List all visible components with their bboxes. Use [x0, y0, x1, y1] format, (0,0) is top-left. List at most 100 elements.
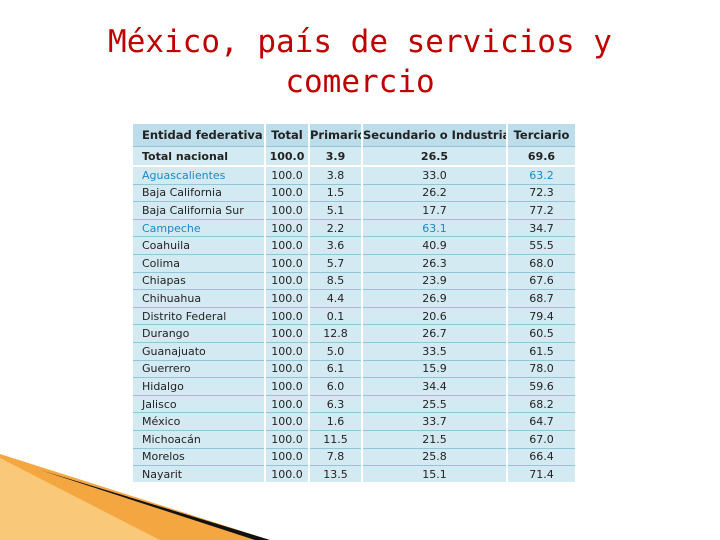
table-row: Aguascalientes 100.0 3.8 33.0 63.2 — [133, 166, 575, 185]
state-name-cell: Guerrero — [133, 360, 266, 379]
value-cell: 4.4 — [309, 289, 363, 308]
value-cell: 67.0 — [507, 430, 575, 449]
value-cell: 20.6 — [362, 307, 508, 326]
state-name-cell: Jalisco — [133, 395, 266, 414]
value-cell: 72.3 — [507, 184, 575, 203]
header-total: Total — [265, 124, 310, 147]
state-name-cell: México — [133, 412, 266, 431]
slide-title: México, país de servicios y comercio — [0, 22, 720, 102]
value-cell: 100.0 — [265, 465, 310, 482]
state-name-cell: Coahuila — [133, 236, 266, 255]
value-cell: 66.4 — [507, 448, 575, 467]
header-primario: Primario — [309, 124, 363, 147]
table-row: Hidalgo 100.0 6.0 34.4 59.6 — [133, 377, 575, 396]
value-cell: 6.3 — [309, 395, 363, 414]
value-cell: 25.5 — [362, 395, 508, 414]
table-row: Jalisco 100.0 6.3 25.5 68.2 — [133, 395, 575, 414]
value-cell: 11.5 — [309, 430, 363, 449]
value-cell: 71.4 — [507, 465, 575, 482]
value-cell: 15.1 — [362, 465, 508, 482]
economic-sectors-table: Entidad federativa Total Primario Secund… — [133, 124, 575, 482]
value-cell: 26.3 — [362, 254, 508, 273]
value-cell: 5.1 — [309, 201, 363, 220]
table-header-row: Entidad federativa Total Primario Secund… — [133, 124, 575, 147]
header-terciario: Terciario — [507, 124, 575, 147]
slide-title-line-1: México, país de servicios y — [108, 24, 612, 60]
state-name-cell: Hidalgo — [133, 377, 266, 396]
value-cell: 33.5 — [362, 342, 508, 361]
state-name-cell: Guanajuato — [133, 342, 266, 361]
value-cell: 64.7 — [507, 412, 575, 431]
value-cell: 100.0 — [265, 272, 310, 291]
value-cell: 100.0 — [265, 289, 310, 308]
value-cell: 100.0 — [265, 184, 310, 203]
header-secundario: Secundario o Industrial — [362, 124, 508, 147]
value-cell: 68.7 — [507, 289, 575, 308]
value-cell: 100.0 — [265, 395, 310, 414]
value-cell: 5.7 — [309, 254, 363, 273]
total-row: Total nacional 100.0 3.9 26.5 69.6 — [133, 146, 575, 167]
value-cell: 3.8 — [309, 166, 363, 185]
value-cell: 100.0 — [265, 360, 310, 379]
table-row: Nayarit 100.0 13.5 15.1 71.4 — [133, 465, 575, 482]
table-row: Distrito Federal 100.0 0.1 20.6 79.4 — [133, 307, 575, 326]
state-name-cell: Baja California — [133, 184, 266, 203]
total-cell: 100.0 — [265, 146, 310, 167]
value-cell: 100.0 — [265, 201, 310, 220]
value-cell: 34.7 — [507, 219, 575, 238]
value-cell: 3.6 — [309, 236, 363, 255]
value-cell: 59.6 — [507, 377, 575, 396]
state-name-cell: Chiapas — [133, 272, 266, 291]
value-cell: 100.0 — [265, 324, 310, 343]
value-cell: 67.6 — [507, 272, 575, 291]
total-secundario: 26.5 — [362, 146, 508, 167]
value-cell: 33.0 — [362, 166, 508, 185]
value-cell: 1.6 — [309, 412, 363, 431]
total-label: Total nacional — [133, 146, 266, 167]
table-row: Chiapas 100.0 8.5 23.9 67.6 — [133, 272, 575, 291]
state-name-cell: Durango — [133, 324, 266, 343]
value-cell: 63.2 — [507, 166, 575, 185]
value-cell: 100.0 — [265, 412, 310, 431]
value-cell: 68.0 — [507, 254, 575, 273]
value-cell: 26.2 — [362, 184, 508, 203]
table-row: Coahuila 100.0 3.6 40.9 55.5 — [133, 236, 575, 255]
table-row: Michoacán 100.0 11.5 21.5 67.0 — [133, 430, 575, 449]
state-name-cell: Baja California Sur — [133, 201, 266, 220]
table-row: Baja California 100.0 1.5 26.2 72.3 — [133, 184, 575, 203]
table-row: Colima 100.0 5.7 26.3 68.0 — [133, 254, 575, 273]
black-stripe — [40, 470, 270, 540]
table-row: Baja California Sur 100.0 5.1 17.7 77.2 — [133, 201, 575, 220]
value-cell: 6.1 — [309, 360, 363, 379]
state-name-cell: Campeche — [133, 219, 266, 238]
table-row: Campeche 100.0 2.2 63.1 34.7 — [133, 219, 575, 238]
value-cell: 12.8 — [309, 324, 363, 343]
value-cell: 100.0 — [265, 430, 310, 449]
value-cell: 100.0 — [265, 219, 310, 238]
value-cell: 5.0 — [309, 342, 363, 361]
state-name-cell: Distrito Federal — [133, 307, 266, 326]
value-cell: 77.2 — [507, 201, 575, 220]
value-cell: 100.0 — [265, 307, 310, 326]
state-name-cell: Chihuahua — [133, 289, 266, 308]
total-terciario: 69.6 — [507, 146, 575, 167]
value-cell: 25.8 — [362, 448, 508, 467]
value-cell: 6.0 — [309, 377, 363, 396]
value-cell: 55.5 — [507, 236, 575, 255]
state-name-cell: Nayarit — [133, 465, 266, 482]
value-cell: 1.5 — [309, 184, 363, 203]
value-cell: 100.0 — [265, 166, 310, 185]
value-cell: 61.5 — [507, 342, 575, 361]
header-entidad: Entidad federativa — [133, 124, 266, 147]
state-name-cell: Michoacán — [133, 430, 266, 449]
value-cell: 17.7 — [362, 201, 508, 220]
value-cell: 79.4 — [507, 307, 575, 326]
state-name-cell: Aguascalientes — [133, 166, 266, 185]
slide-title-line-2: comercio — [285, 64, 435, 100]
table-row: Morelos 100.0 7.8 25.8 66.4 — [133, 448, 575, 467]
total-primario: 3.9 — [309, 146, 363, 167]
value-cell: 23.9 — [362, 272, 508, 291]
value-cell: 68.2 — [507, 395, 575, 414]
value-cell: 78.0 — [507, 360, 575, 379]
